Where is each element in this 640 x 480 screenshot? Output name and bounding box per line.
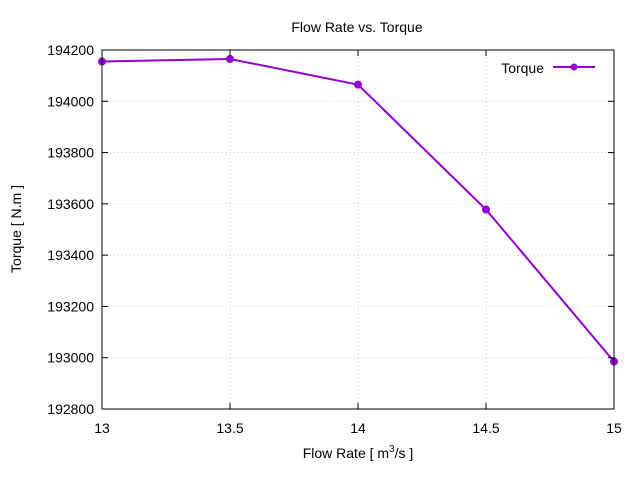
data-point <box>226 54 234 63</box>
y-tick-label: 193600 <box>47 196 94 212</box>
y-tick-label: 193400 <box>47 247 94 263</box>
y-axis-label: Torque [ N.m ] <box>8 185 24 273</box>
legend-label: Torque <box>501 60 544 76</box>
x-tick-label: 14 <box>350 420 366 436</box>
x-tick-label: 15 <box>606 420 622 436</box>
chart-title: Flow Rate vs. Torque <box>291 19 422 35</box>
legend: Torque <box>501 60 595 76</box>
y-tick-label: 194000 <box>47 93 94 109</box>
legend-marker <box>570 63 578 71</box>
plot-frame <box>101 49 615 410</box>
y-tick-label: 193200 <box>47 298 94 314</box>
x-tick-label: 14.5 <box>472 420 499 436</box>
grid <box>102 50 614 409</box>
x-axis-label: Flow Rate [ m3/s ] <box>303 444 414 461</box>
data-point <box>354 80 362 89</box>
y-tick-label: 192800 <box>47 401 94 417</box>
x-tick-label: 13 <box>94 420 110 436</box>
data-point <box>482 205 490 214</box>
y-tick-label: 194200 <box>47 42 94 58</box>
y-tick-label: 193000 <box>47 350 94 366</box>
y-tick-label: 193800 <box>47 145 94 161</box>
ticks: 13 13.5 14 14.5 15 192800 193000 193200 193400 19… <box>47 42 622 436</box>
x-tick-label: 13.5 <box>216 420 243 436</box>
